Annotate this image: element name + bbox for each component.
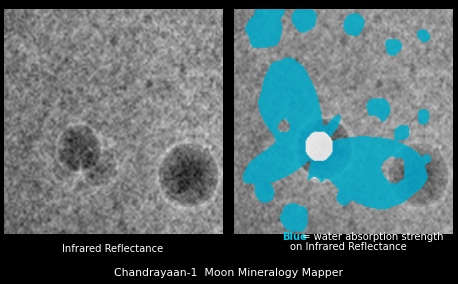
Text: Chandrayaan-1  Moon Mineralogy Mapper: Chandrayaan-1 Moon Mineralogy Mapper (114, 268, 344, 278)
Text: Blue: Blue (282, 231, 306, 242)
Text: Infrared Reflectance: Infrared Reflectance (61, 243, 163, 254)
Text: = water absorption strength: = water absorption strength (299, 231, 444, 242)
Text: on Infrared Reflectance: on Infrared Reflectance (290, 242, 406, 252)
